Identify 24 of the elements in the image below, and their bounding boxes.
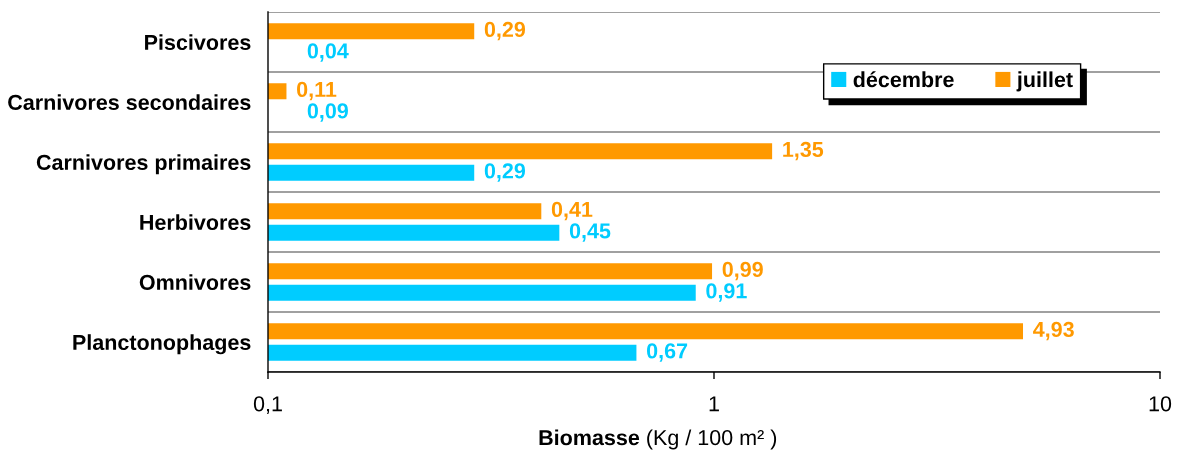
data-label: 0,29 — [484, 21, 526, 41]
data-label: 0,45 — [569, 223, 611, 242]
text: 0,09 — [307, 103, 348, 122]
y-tick-label: Piscivores — [145, 34, 251, 51]
legend-label: juillet — [1016, 71, 1073, 92]
data-label: 1,35 — [783, 141, 824, 161]
y-tick-label: Carnivores primaires — [36, 154, 251, 175]
data-label: 0,11 — [297, 81, 337, 101]
data-label: 0,67 — [647, 343, 688, 362]
y-tick-label: Carnivores secondaires — [8, 94, 251, 111]
data-label: 0,29 — [484, 163, 526, 182]
y-tick-label: Planctonophages — [73, 334, 251, 355]
x-tick-label: 1 — [709, 396, 719, 412]
data-label: 0,99 — [722, 261, 763, 281]
data-label: 0,91 — [706, 283, 747, 302]
y-tick-label: Omnivores — [139, 274, 251, 291]
data-label: 4,93 — [1033, 321, 1074, 341]
x-tick-label: 0,1 — [253, 396, 282, 414]
x-tick-label: 10 — [1149, 396, 1172, 412]
y-tick-label: Herbivores — [140, 214, 251, 231]
data-label: 0,41 — [551, 201, 593, 221]
text: 0,04 — [307, 43, 349, 62]
x-axis-title: Biomasse (Kg / 100 m² ) — [539, 429, 777, 450]
legend-label: décembre — [853, 71, 954, 88]
